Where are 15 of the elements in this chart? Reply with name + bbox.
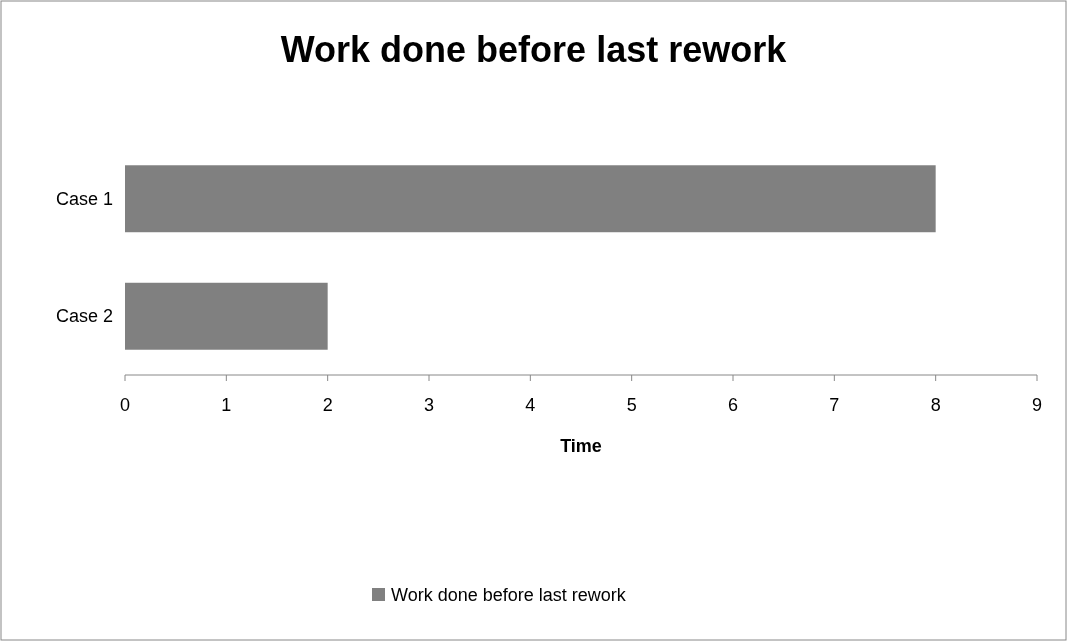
x-tick-label: 5 <box>626 395 637 415</box>
x-tick-label: 3 <box>423 395 435 415</box>
x-tick-label: 8 <box>930 395 941 415</box>
x-tick-label: 1 <box>221 395 232 415</box>
y-tick-label: Case 1 <box>55 188 113 209</box>
chart-title: Work done before last rework <box>280 29 788 70</box>
x-tick-label: 9 <box>1031 395 1043 415</box>
x-tick-label: 0 <box>119 395 131 415</box>
legend-label: Work done before last rework <box>391 585 627 605</box>
x-tick-label: 4 <box>525 395 536 415</box>
x-tick-label: 7 <box>829 395 840 415</box>
x-tick-label: 2 <box>322 395 333 415</box>
x-tick-label: 6 <box>727 395 739 415</box>
x-axis-title: Time <box>560 436 602 456</box>
y-tick-label: Case 2 <box>55 306 113 327</box>
